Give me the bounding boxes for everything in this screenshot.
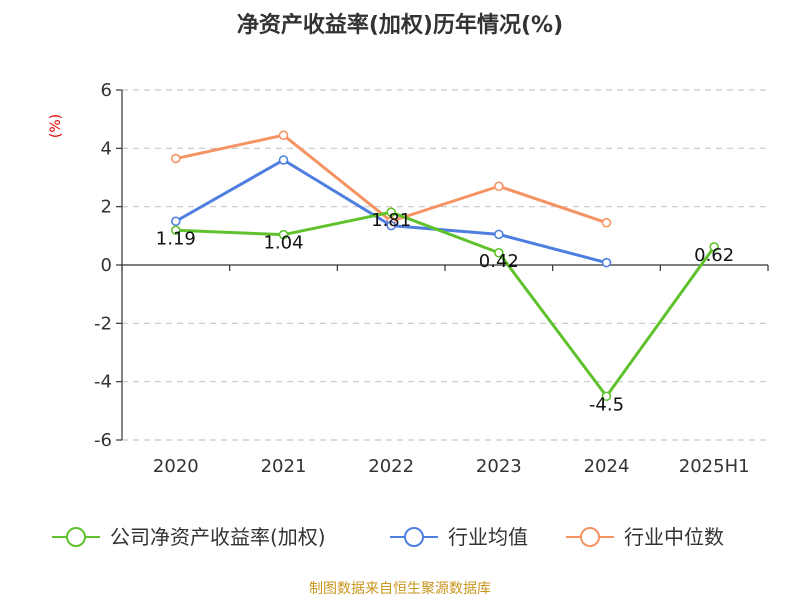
data-point: [494, 229, 504, 240]
data-label: 1.04: [263, 233, 303, 254]
grid-lines: [122, 89, 768, 441]
y-tick-label: 4: [101, 138, 112, 159]
data-point: [386, 207, 396, 218]
data-point: [386, 220, 396, 231]
x-tick-label: 2022: [368, 456, 414, 477]
x-tick-label: 2021: [261, 456, 307, 477]
y-tick-label: 0: [101, 255, 112, 276]
y-unit-label: (%): [48, 114, 64, 138]
data-label: 0.42: [479, 251, 519, 272]
data-point: [171, 225, 181, 236]
y-tick-label: 2: [101, 197, 112, 218]
data-point: [278, 130, 289, 141]
legend[interactable]: 公司净资产收益率(加权) 行业均值 行业中位数: [52, 525, 724, 549]
series-lines: [171, 130, 719, 402]
data-point: [494, 247, 504, 258]
x-tick-label: 2020: [153, 456, 199, 477]
data-point: [709, 242, 719, 252]
legend-item-2[interactable]: 行业中位数: [566, 525, 724, 549]
data-point: [494, 181, 504, 192]
data-label: 1.19: [156, 228, 196, 249]
x-tick-label: 2025H1: [679, 456, 750, 477]
data-point: [171, 216, 181, 227]
y-tick-label: -2: [94, 313, 112, 334]
legend-item-1[interactable]: 行业均值: [390, 525, 528, 549]
data-labels: 1.19 1.04 1.81 0.42 -4.5 0.62: [156, 210, 734, 415]
x-tick-label: 2024: [584, 456, 630, 477]
legend-marker: [404, 527, 424, 547]
chart-title: 净资产收益率(加权)历年情况(%): [237, 12, 563, 38]
legend-label: 行业均值: [448, 525, 528, 549]
legend-label: 行业中位数: [624, 525, 724, 549]
data-label: -4.5: [589, 394, 624, 415]
data-label: 1.81: [371, 210, 411, 231]
data-point: [601, 257, 612, 268]
data-label: 0.62: [694, 245, 734, 266]
data-point: [278, 229, 289, 240]
legend-marker: [66, 527, 86, 547]
legend-label: 公司净资产收益率(加权): [110, 525, 326, 549]
legend-marker: [580, 527, 600, 547]
x-tick-label: 2023: [476, 456, 522, 477]
axes: -6 -4 -2 0 2 4 6 2020 2021 2022 2023 2024 2025H1: [94, 80, 769, 477]
data-point: [171, 153, 181, 164]
y-tick-label: -4: [94, 372, 112, 393]
y-tick-label: 6: [101, 80, 112, 101]
y-tick-label: -6: [94, 430, 112, 451]
legend-item-0[interactable]: 公司净资产收益率(加权): [52, 525, 326, 549]
data-point: [601, 391, 612, 402]
data-point: [278, 155, 289, 165]
series-line-0: [175, 210, 716, 398]
source-note: 制图数据来自恒生聚源数据库: [309, 581, 491, 597]
data-point: [601, 217, 612, 228]
